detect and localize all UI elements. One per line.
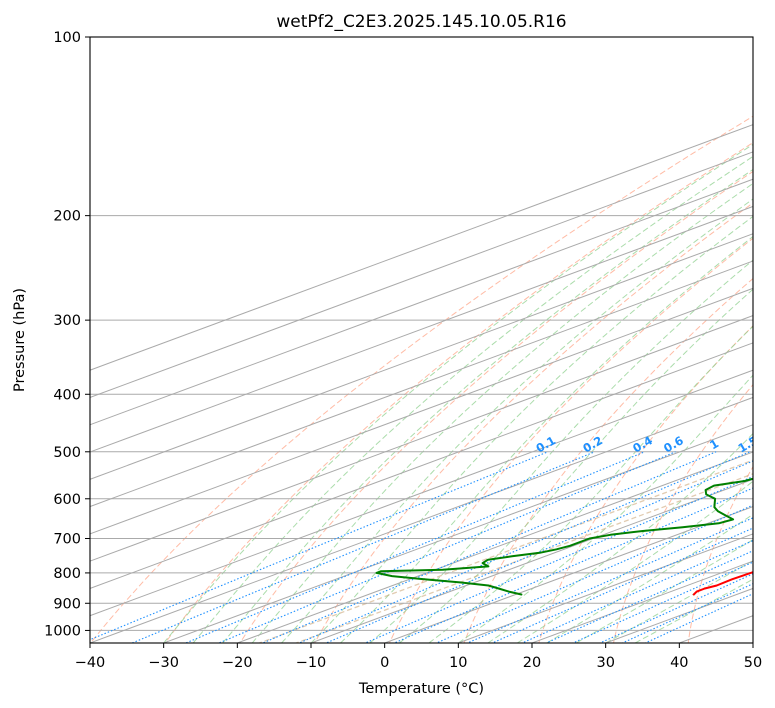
mixing-ratio-line	[621, 583, 753, 643]
mixing-ratio-line	[130, 451, 595, 643]
dewpoint-profile-line	[375, 477, 753, 596]
moist-adiabat	[575, 538, 753, 643]
isotherm-line	[90, 233, 753, 480]
moist-adiabat	[340, 235, 753, 643]
moist-adiabat	[251, 182, 753, 643]
dry-adiabat	[90, 115, 753, 643]
y-tick-label: 900	[53, 596, 81, 612]
y-tick-label: 700	[53, 532, 81, 548]
moist-adiabat	[428, 325, 753, 643]
isotherm-line	[90, 151, 753, 398]
y-axis-ticks: 100 200 300 400 500 600 700 800 900 1000	[44, 30, 90, 639]
y-tick-label: 300	[53, 313, 81, 329]
x-axis-label: Temperature (°C)	[358, 681, 484, 697]
y-tick-label: 1000	[44, 623, 81, 639]
chart-title: wetPf2_C2E3.2025.145.10.05.R16	[276, 12, 566, 32]
y-tick-label: 200	[53, 209, 81, 225]
mixing-ratio-line	[297, 451, 751, 643]
x-tick-label: 50	[744, 655, 762, 671]
moist-adiabat	[281, 198, 753, 643]
dry-adiabat	[314, 202, 753, 643]
isotherm-line	[90, 342, 753, 589]
x-tick-label: 40	[670, 655, 688, 671]
moist-adiabat	[458, 374, 753, 643]
mixing-ratio-line	[643, 593, 753, 643]
y-tick-label: 600	[53, 492, 81, 508]
mixing-ratio-line	[363, 475, 753, 643]
isotherm-line	[456, 533, 753, 643]
isotherm-line	[309, 478, 753, 643]
pressure-grid	[90, 37, 753, 631]
y-tick-label: 100	[53, 30, 81, 46]
isotherm-line	[90, 178, 753, 426]
x-tick-label: 10	[449, 655, 467, 671]
mixing-ratio-line	[544, 550, 753, 643]
moist-adiabat	[222, 168, 753, 643]
mixing-ratio-line	[90, 451, 549, 641]
plot-frame	[89, 36, 754, 644]
x-tick-label: 30	[596, 655, 614, 671]
mixing-ratio-line	[217, 451, 676, 643]
isotherm-line	[162, 424, 753, 643]
mixing-ratio-line	[184, 451, 645, 643]
mixing-ratio-lines	[90, 451, 753, 643]
moist-adiabat	[369, 259, 753, 643]
moist-adiabats	[163, 143, 753, 643]
moist-adiabat	[192, 155, 753, 643]
moist-adiabat	[487, 432, 753, 643]
isotherm-line	[90, 260, 753, 508]
sounding-series	[375, 477, 753, 596]
mixing-ratio-line	[435, 504, 753, 643]
moist-adiabat	[163, 143, 753, 643]
x-axis-ticks: −40 −30 −20 −10 0 10 20 30 40 50	[75, 643, 762, 671]
mixing-ratio-line	[392, 487, 753, 643]
dry-adiabat	[687, 465, 753, 643]
x-tick-label: 0	[380, 655, 389, 671]
isotherm-line	[90, 396, 753, 643]
x-tick-label: −10	[296, 655, 327, 671]
dry-adiabat	[613, 383, 753, 643]
isotherm-line	[90, 205, 753, 453]
x-tick-label: −20	[222, 655, 253, 671]
isotherm-line	[90, 124, 753, 371]
y-tick-label: 500	[53, 445, 81, 461]
isotherm-line	[90, 369, 753, 617]
x-tick-label: −30	[148, 655, 179, 671]
isotherm-line	[235, 451, 753, 643]
mixing-ratio-line	[324, 460, 753, 643]
dry-adiabat	[463, 277, 753, 643]
x-tick-label: −40	[75, 655, 106, 671]
y-tick-label: 800	[53, 566, 81, 582]
dry-adiabat	[239, 170, 753, 643]
isotherm-line	[90, 315, 753, 562]
x-tick-label: 20	[523, 655, 541, 671]
mixing-ratio-line	[466, 517, 753, 643]
isotherm-line	[90, 287, 753, 535]
y-tick-label: 400	[53, 387, 81, 403]
dry-adiabat	[388, 237, 753, 643]
mixing-ratio-line	[261, 451, 717, 643]
isotherm-lines	[90, 124, 753, 643]
isotherm-line	[383, 506, 753, 643]
y-axis-label: Pressure (hPa)	[12, 288, 28, 392]
